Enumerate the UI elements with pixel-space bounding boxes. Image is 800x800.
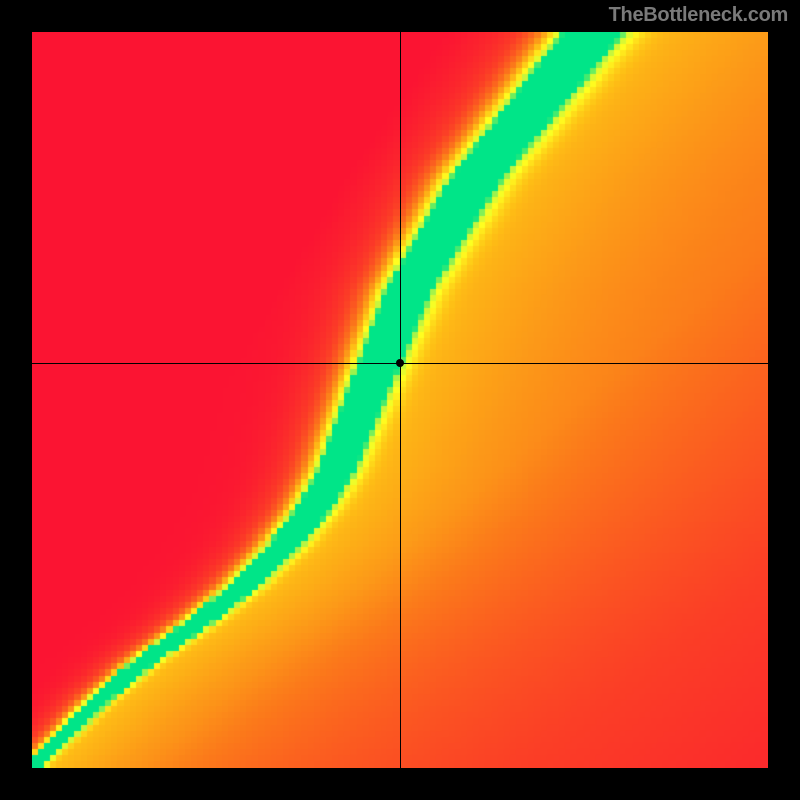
crosshair-vertical bbox=[400, 32, 401, 768]
watermark-text: TheBottleneck.com bbox=[609, 4, 788, 27]
crosshair-dot bbox=[396, 359, 404, 367]
heatmap-plot bbox=[32, 32, 768, 768]
chart-container: TheBottleneck.com bbox=[0, 0, 800, 800]
